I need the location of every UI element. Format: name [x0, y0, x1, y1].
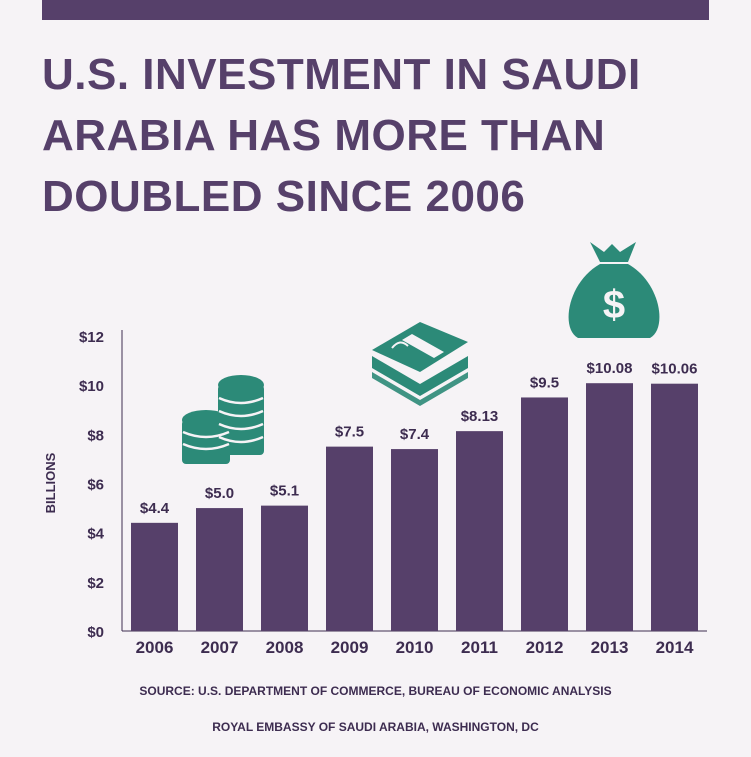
- y-tick-label: $4: [87, 526, 104, 543]
- bar-value-label: $7.4: [400, 426, 430, 443]
- x-tick-label: 2014: [656, 638, 694, 657]
- bar: [196, 508, 243, 631]
- x-tick-label: 2012: [526, 638, 564, 657]
- coin-stack-icon: [182, 375, 264, 464]
- top-accent-bar: [42, 0, 709, 20]
- svg-text:$: $: [603, 283, 625, 327]
- y-tick-label: $12: [79, 329, 104, 346]
- bar: [391, 449, 438, 631]
- bar-value-label: $5.0: [205, 485, 234, 502]
- y-axis-label: BILLIONS: [43, 452, 58, 513]
- title-line-3: DOUBLED SINCE 2006: [42, 172, 526, 221]
- bar-value-label: $5.1: [270, 483, 299, 500]
- bar: [326, 446, 373, 631]
- plot-area: $0 $2 $4 $6 $8 $10 $12 BILLIONS $4.4 2006 $5.0 2007…: [43, 329, 707, 657]
- y-tick-label: $8: [87, 427, 104, 444]
- y-tick-label: $2: [87, 575, 104, 592]
- cash-bundle-icon: [372, 322, 468, 406]
- bar: [651, 383, 698, 631]
- chart-icons: $: [182, 242, 660, 464]
- y-tick-label: $10: [79, 378, 104, 395]
- x-tick-label: 2006: [136, 638, 174, 657]
- x-tick-label: 2008: [266, 638, 304, 657]
- y-tick-label: $6: [87, 477, 104, 494]
- bar: [586, 383, 633, 631]
- source-note: SOURCE: U.S. DEPARTMENT OF COMMERCE, BUR…: [139, 684, 612, 698]
- y-tick-label: $0: [87, 624, 104, 641]
- money-bag-icon: $: [568, 242, 660, 338]
- title-line-2: ARABIA HAS MORE THAN: [42, 111, 606, 160]
- bar-value-label: $10.06: [652, 361, 698, 378]
- bar: [261, 505, 308, 631]
- x-tick-label: 2007: [201, 638, 239, 657]
- bar: [521, 397, 568, 631]
- x-tick-label: 2011: [461, 638, 498, 657]
- x-tick-label: 2009: [331, 638, 369, 657]
- x-tick-label: 2013: [591, 638, 629, 657]
- bar-value-label: $9.5: [530, 374, 559, 391]
- x-tick-label: 2010: [396, 638, 434, 657]
- bar-value-label: $8.13: [461, 408, 499, 425]
- bar-value-label: $10.08: [587, 360, 633, 377]
- credit-note: ROYAL EMBASSY OF SAUDI ARABIA, WASHINGTO…: [212, 720, 539, 734]
- bar: [456, 431, 503, 631]
- bar-value-label: $7.5: [335, 424, 364, 441]
- bar-value-label: $4.4: [140, 500, 170, 517]
- bar: [131, 522, 178, 631]
- title-line-1: U.S. INVESTMENT IN SAUDI: [42, 50, 641, 99]
- chart-title: U.S. INVESTMENT IN SAUDI ARABIA HAS MORE…: [42, 44, 722, 227]
